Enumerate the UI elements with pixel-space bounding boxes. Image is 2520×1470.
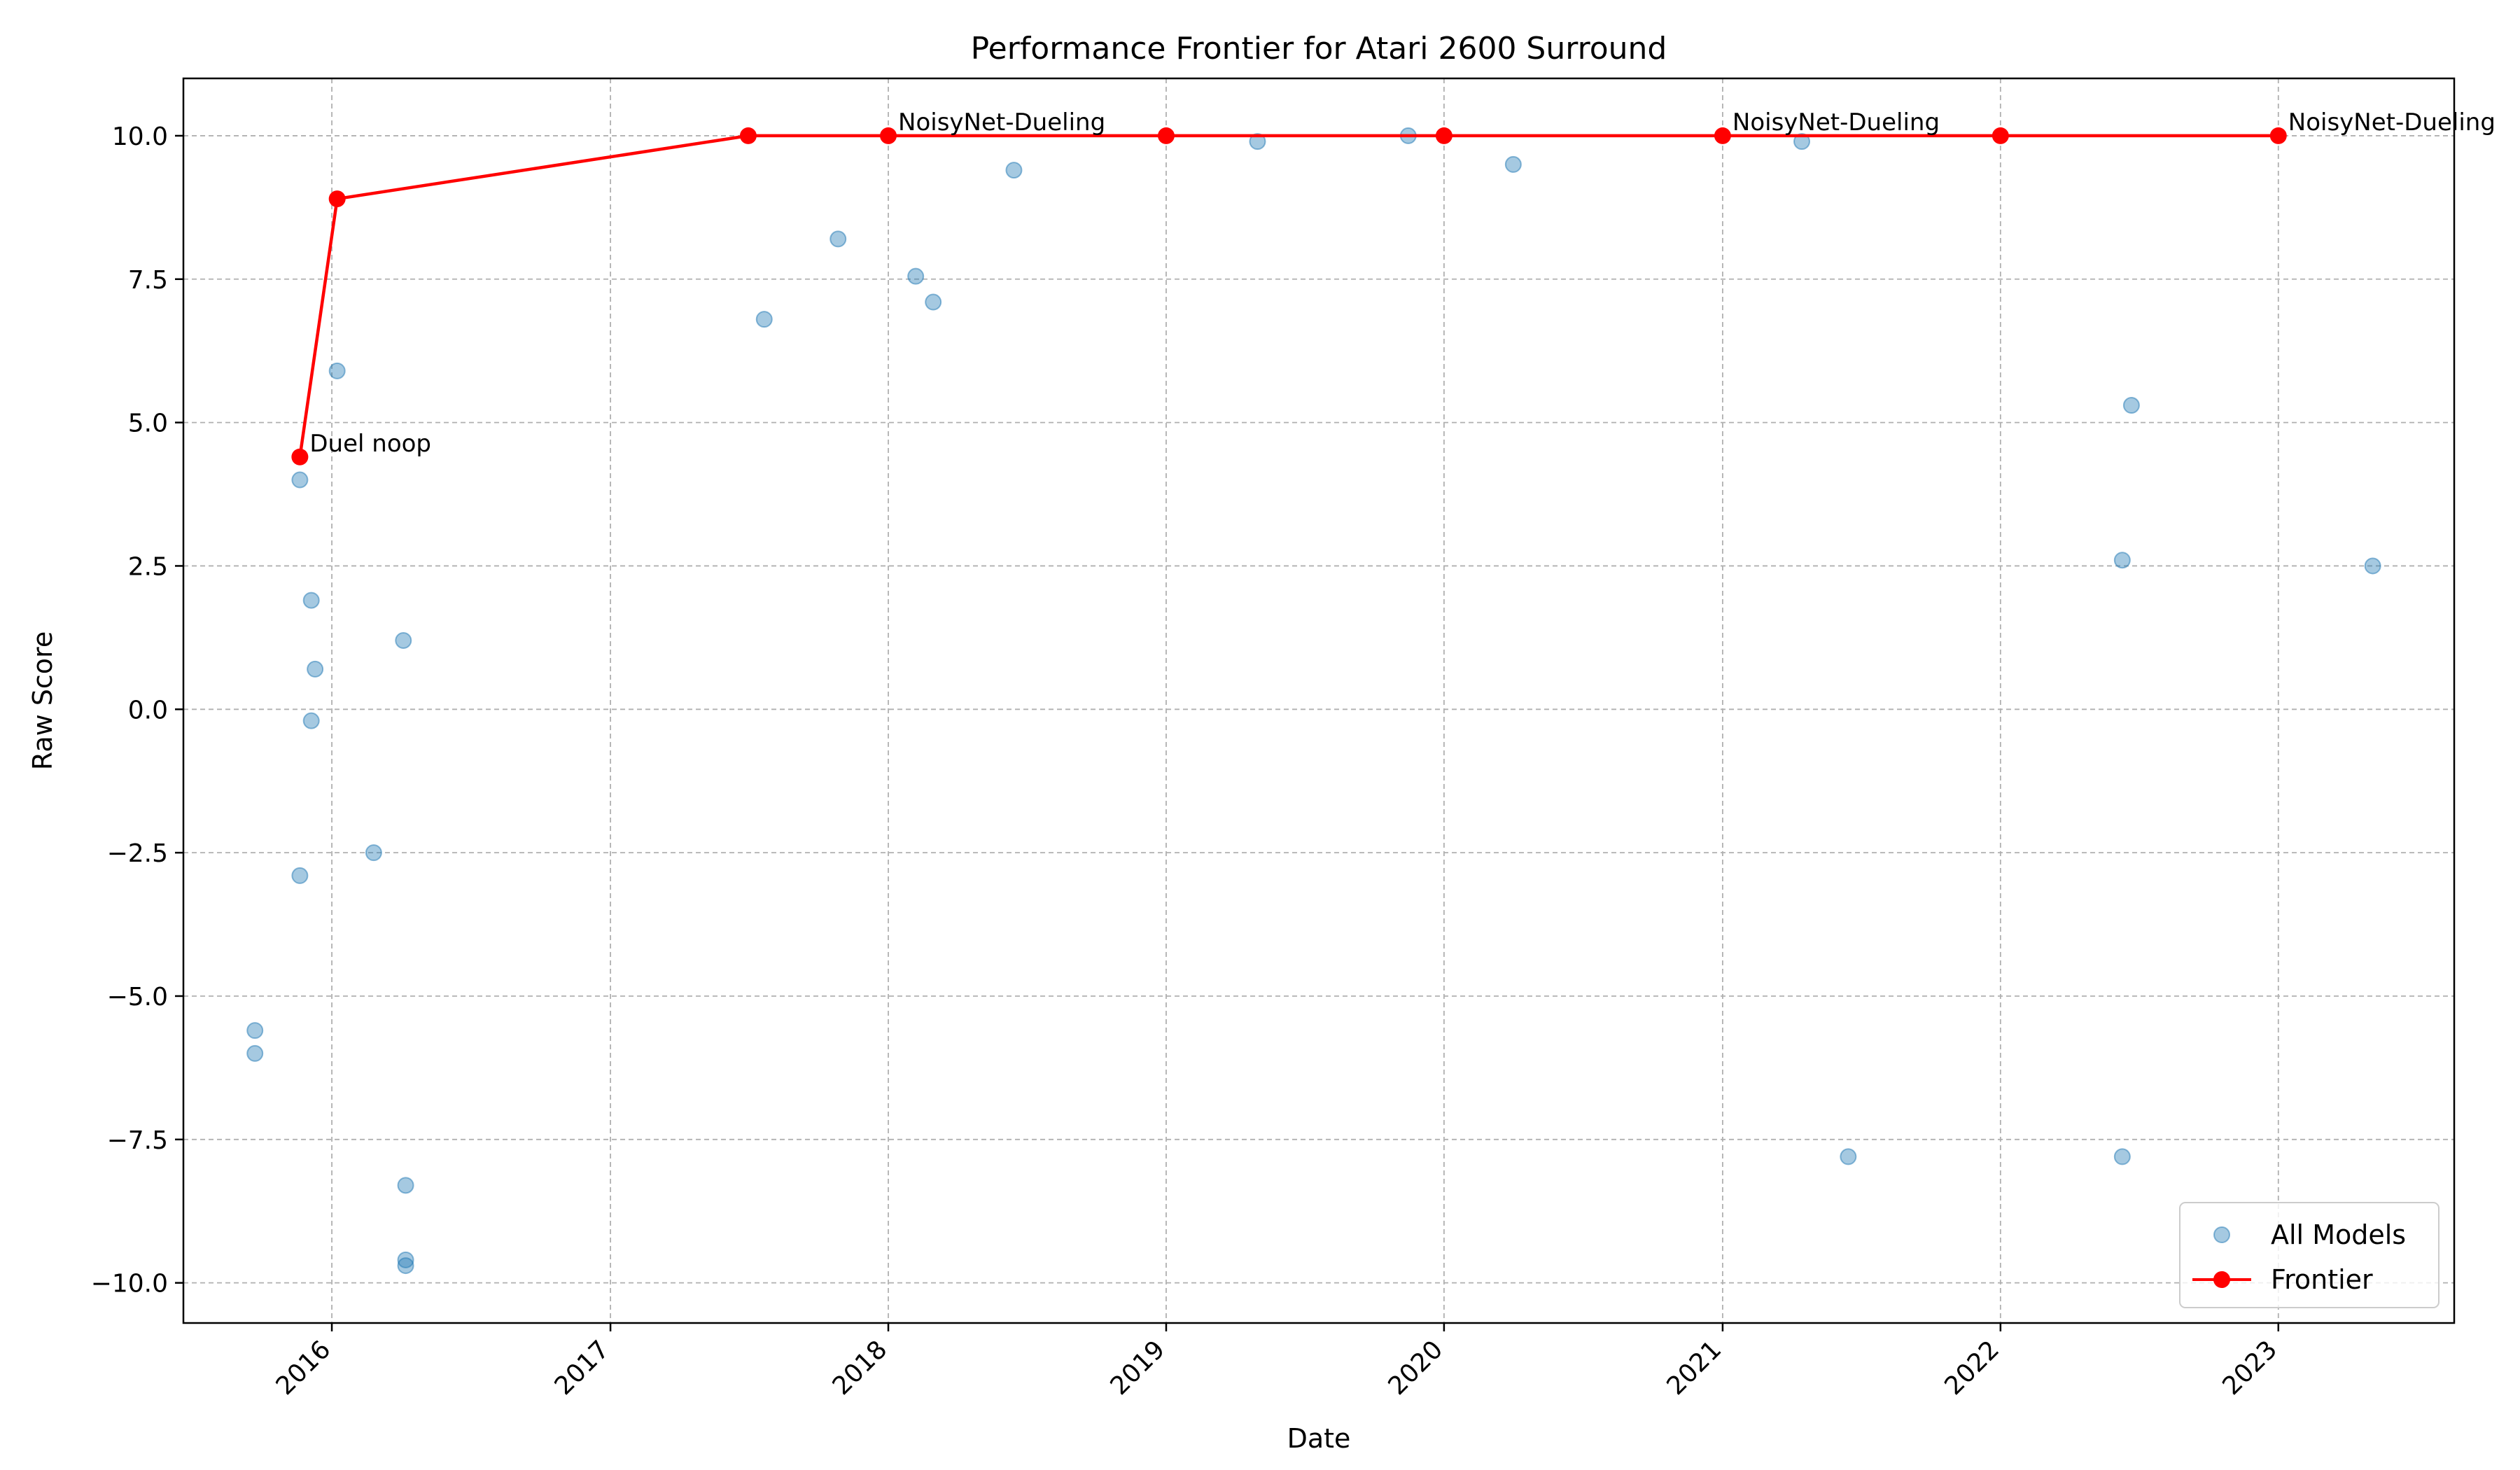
all-models-point — [2113, 552, 2131, 569]
all-models-point — [397, 1257, 414, 1275]
frontier-series — [291, 127, 2287, 465]
frontier-point — [1991, 127, 2009, 144]
all-models-point — [1249, 133, 1266, 150]
all-models-point — [302, 592, 320, 609]
all-models-point — [1840, 1148, 1857, 1166]
frontier-point — [1714, 127, 1731, 144]
chart-title: Performance Frontier for Atari 2600 Surr… — [971, 31, 1667, 66]
all-models-point — [302, 712, 320, 729]
annotation-label: NoisyNet-Dueling — [898, 108, 1105, 136]
all-models-point — [291, 867, 309, 884]
frontier-point — [2269, 127, 2287, 144]
legend-all-models-label: All Models — [2271, 1219, 2406, 1250]
all-models-point — [328, 362, 346, 379]
all-models-point — [246, 1044, 264, 1062]
y-tick-label: −10.0 — [91, 1270, 168, 1298]
y-tick-label: 5.0 — [128, 410, 168, 438]
all-models-point — [755, 311, 773, 328]
all-models-point — [925, 293, 942, 311]
all-models-point — [395, 631, 412, 649]
frontier-point — [1157, 127, 1175, 144]
frontier-point — [739, 127, 757, 144]
y-axis-label: Raw Score — [27, 631, 58, 770]
legend: All Models Frontier — [2179, 1202, 2440, 1308]
legend-frontier-marker — [2213, 1271, 2230, 1288]
all-models-point — [307, 660, 324, 678]
all-models-point — [2113, 1148, 2131, 1166]
y-tick-label: 2.5 — [128, 552, 168, 581]
all-models-series — [246, 127, 2381, 1275]
legend-frontier-label: Frontier — [2271, 1264, 2373, 1295]
frontier-point — [1435, 127, 1452, 144]
annotations: Duel noop NoisyNet-Dueling NoisyNet-Duelin… — [309, 108, 2496, 458]
y-tick-label: −2.5 — [107, 839, 168, 868]
all-models-point — [830, 230, 847, 248]
x-axis-label: Date — [1287, 1423, 1351, 1454]
y-tick-label: −7.5 — [107, 1126, 168, 1155]
all-models-point — [291, 471, 309, 489]
all-models-point — [2364, 557, 2381, 575]
all-models-point — [397, 1251, 414, 1268]
legend-all-models-marker — [2213, 1226, 2230, 1243]
all-models-point — [2122, 397, 2140, 414]
all-models-point — [246, 1022, 264, 1040]
y-tick-label: 7.5 — [128, 266, 168, 295]
frontier-point — [880, 127, 897, 144]
all-models-point — [1793, 133, 1811, 150]
annotation-label: Duel noop — [309, 430, 431, 458]
plot-frame — [182, 77, 2456, 1324]
all-models-point — [907, 267, 925, 285]
y-tick-label: −5.0 — [107, 983, 168, 1011]
frontier-point — [291, 448, 309, 465]
annotation-label: NoisyNet-Dueling — [1732, 108, 1940, 136]
y-tick-label: 0.0 — [128, 696, 168, 724]
all-models-point — [1504, 155, 1522, 173]
all-models-point — [365, 844, 382, 862]
y-tick-label: 10.0 — [112, 122, 168, 151]
all-models-point — [1005, 162, 1023, 179]
annotation-label: NoisyNet-Dueling — [2288, 108, 2496, 136]
legend-box — [2179, 1202, 2440, 1308]
frontier-point — [328, 190, 346, 208]
all-models-point — [397, 1177, 414, 1194]
